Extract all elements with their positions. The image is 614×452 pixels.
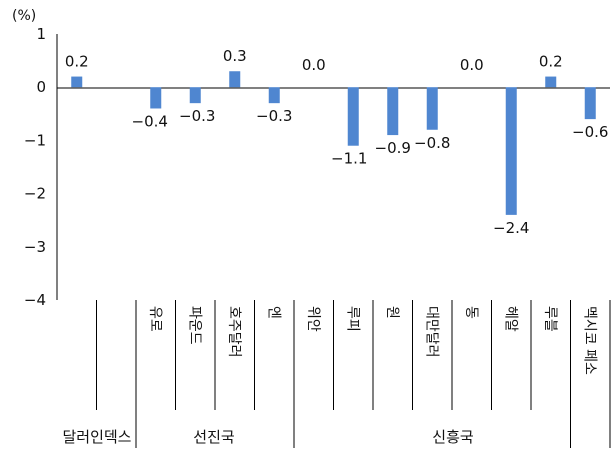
- data-label: 0.3: [223, 47, 247, 65]
- category-label: 멕시코 페소: [581, 306, 597, 375]
- category-label: 유로: [147, 306, 163, 332]
- y-tick-label: −1: [24, 131, 46, 149]
- bar: [347, 87, 359, 146]
- category-labels: 유로 파운드 호주달러 엔 위안 루피 원 대만달러 동 헤알 루블 멕시코 페소: [147, 306, 598, 375]
- category-label: 루피: [344, 306, 360, 332]
- category-label: 대만달러: [423, 306, 439, 358]
- data-label: −2.4: [493, 219, 529, 237]
- category-label: 헤알: [502, 306, 518, 332]
- data-label: −0.9: [375, 139, 411, 157]
- data-label: −0.3: [179, 107, 215, 125]
- category-separators: [96, 300, 611, 448]
- group-label: 달러인덱스: [62, 428, 131, 446]
- bar: [584, 87, 596, 120]
- data-label: −0.3: [256, 107, 292, 125]
- y-tick-label: 1: [36, 25, 46, 43]
- bars: [71, 71, 596, 215]
- group-label: 신흥국: [432, 428, 474, 446]
- bar: [150, 87, 162, 109]
- group-labels: 달러인덱스 선진국 신흥국: [62, 428, 473, 446]
- category-label: 엔: [265, 306, 281, 319]
- data-label: 0.2: [539, 53, 563, 71]
- bar: [426, 87, 438, 130]
- data-label: −0.8: [414, 134, 450, 152]
- category-label: 위안: [305, 306, 321, 332]
- data-label: 0.0: [460, 56, 484, 74]
- data-label: −0.4: [132, 112, 168, 130]
- y-tick-label: 0: [36, 78, 46, 96]
- y-axis-unit: (%): [12, 8, 36, 24]
- category-label: 루블: [542, 306, 558, 332]
- y-tick-label: −4: [24, 291, 46, 309]
- bar: [71, 76, 83, 88]
- bar: [268, 87, 280, 104]
- data-label: −0.6: [572, 123, 608, 141]
- bar: [387, 87, 399, 136]
- data-label: −1.1: [331, 150, 367, 168]
- category-label: 파운드: [186, 306, 202, 345]
- y-tick-labels: 1 0 −1 −2 −3 −4: [24, 25, 46, 309]
- category-label: 원: [384, 306, 400, 319]
- bar: [189, 87, 201, 104]
- bar: [545, 76, 557, 88]
- data-label: 0.0: [302, 56, 326, 74]
- data-labels: 0.2 −0.4 −0.3 0.3 −0.3 0.0 −1.1 −0.9 −0.8 0.0 −2.4…: [65, 47, 609, 237]
- group-label: 선진국: [193, 428, 235, 446]
- category-label: 호주달러: [226, 306, 242, 358]
- bar: [505, 87, 517, 215]
- category-label: 동: [463, 306, 479, 319]
- bar: [229, 71, 241, 88]
- data-label: 0.2: [65, 53, 89, 71]
- y-tick-label: −2: [24, 185, 46, 203]
- y-tick-label: −3: [24, 238, 46, 256]
